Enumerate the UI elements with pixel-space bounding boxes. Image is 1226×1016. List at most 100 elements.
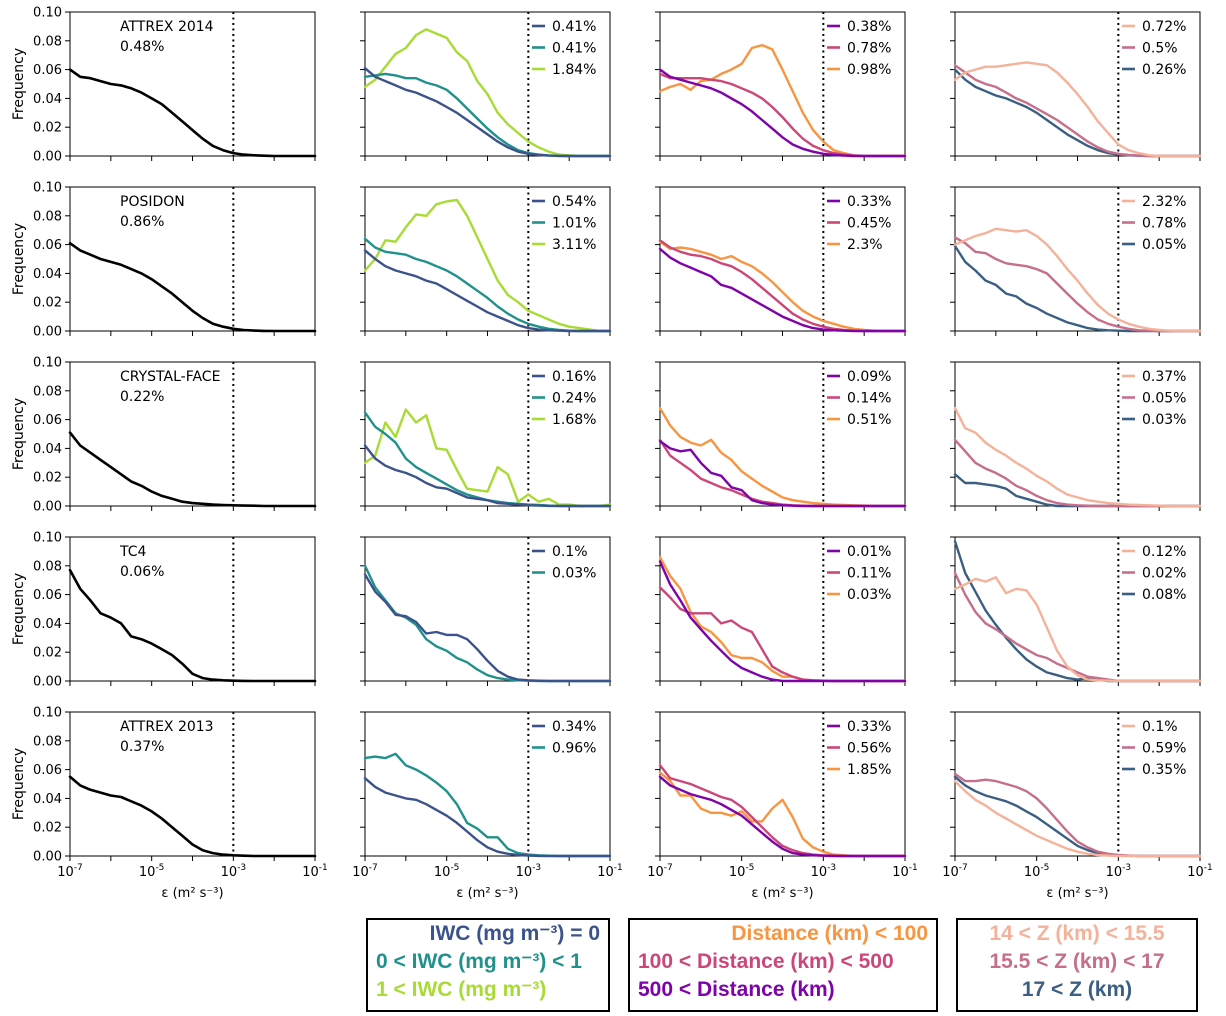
x-tick-label: 10-5: [729, 863, 755, 880]
legend-label: 0.98%: [847, 62, 891, 78]
y-tick-label: 0.00: [33, 150, 62, 165]
x-tick-label: 10-1: [597, 863, 623, 880]
legend-label: 0.38%: [847, 19, 891, 35]
series-line-z_gt17: [953, 775, 1202, 858]
x-tick-label: 10-5: [139, 863, 165, 880]
x-tick-label: 10-7: [57, 863, 83, 880]
y-tick-label: 0.06: [33, 763, 62, 778]
legend-label: 0.33%: [847, 194, 891, 210]
legend-label: 0.03%: [1142, 412, 1186, 428]
series-line-z_14_15_5: [953, 61, 1202, 158]
panel-r5-c4: 0.1% 0.59% 0.35% 10-7 10-5 10-3 10-1 ε (m² s⁻³): [942, 711, 1213, 901]
panel-r3-c2: 0.16% 0.24% 1.68%: [360, 361, 612, 511]
overall-percent: 0.48%: [120, 39, 164, 55]
series-line-dist_gt500: [658, 440, 907, 508]
x-tick-label: 10-7: [352, 863, 378, 880]
panel-r2-c4: 2.32% 0.78% 0.05%: [950, 186, 1202, 336]
legend-label: 0.72%: [1142, 19, 1186, 35]
legend-entry-z_gt17: 17 < Z (km): [1021, 978, 1133, 1001]
legend-label: 0.08%: [1142, 587, 1186, 603]
series-line-dist_100_500: [658, 764, 907, 858]
overall-percent: 0.06%: [120, 564, 164, 580]
legend-entry-z_15_5_17: 15.5 < Z (km) < 17: [989, 950, 1165, 973]
y-tick-label: 0.10: [33, 356, 62, 371]
legend-entry-iwc_zero: IWC (mg m⁻³) = 0: [429, 922, 600, 945]
legend-label: 2.3%: [847, 237, 883, 253]
legend-label: 0.45%: [847, 216, 891, 232]
legend-label: 0.34%: [552, 719, 596, 735]
series-line-iwc_0_1: [363, 752, 612, 858]
legend-label: 0.05%: [1142, 391, 1186, 407]
y-tick-label: 0.10: [33, 6, 62, 21]
panel-r1-c2: 0.41% 0.41% 1.84%: [360, 11, 612, 161]
legend-entry-iwc_gt1: 1 < IWC (mg m⁻³): [376, 978, 547, 1001]
series-line-z_14_15_5: [953, 576, 1202, 683]
y-tick-label: 0.06: [33, 588, 62, 603]
series-line-z_gt17: [953, 244, 1202, 333]
series-line-iwc_zero: [363, 249, 612, 333]
y-tick-label: 0.08: [33, 559, 62, 574]
x-tick-label: 10-7: [942, 863, 968, 880]
legend-label: 0.09%: [847, 369, 891, 385]
legend-label: 0.59%: [1142, 741, 1186, 757]
series-line-iwc_zero: [363, 573, 612, 683]
series-line-z_14_15_5: [953, 779, 1202, 858]
y-axis-label: Frequency: [11, 48, 27, 120]
legend-label: 0.51%: [847, 412, 891, 428]
legend-label: 0.37%: [1142, 369, 1186, 385]
y-tick-label: 0.08: [33, 34, 62, 49]
series-line-dist_gt500: [658, 560, 907, 683]
y-tick-label: 0.06: [33, 413, 62, 428]
series-line-dist_100_500: [658, 72, 907, 158]
legend-label: 1.84%: [552, 62, 596, 78]
y-tick-label: 0.02: [33, 121, 62, 136]
campaign-label: POSIDON: [120, 194, 185, 210]
panel-r5-c3: 0.33% 0.56% 1.85% 10-7 10-5 10-3 10-1 ε (m² s⁻³…: [647, 711, 918, 901]
figure-grid: 0.00 0.02 0.04 0.06 0.08 0.10 Frequency ATTREX …: [11, 6, 1213, 902]
x-tick-label: 10-1: [892, 863, 918, 880]
y-axis-label: Frequency: [11, 573, 27, 645]
series-line-z_gt17: [953, 473, 1202, 508]
series-line-iwc_zero: [363, 66, 612, 158]
axes-frame: [69, 536, 316, 682]
legend-label: 0.14%: [847, 391, 891, 407]
campaign-label: CRYSTAL-FACE: [120, 369, 220, 385]
legend-label: 0.35%: [1142, 762, 1186, 778]
legend-label: 0.12%: [1142, 544, 1186, 560]
overall-percent: 0.86%: [120, 214, 164, 230]
legend-label: 0.11%: [847, 566, 891, 582]
legend-label: 0.03%: [552, 566, 596, 582]
campaign-label: TC4: [119, 544, 147, 560]
series-line-all: [68, 241, 317, 333]
series-line-z_gt17: [953, 68, 1202, 158]
panel-r3-c3: 0.09% 0.14% 0.51%: [655, 361, 907, 511]
x-tick-label: 10-3: [516, 863, 542, 880]
series-line-all: [68, 568, 317, 683]
y-tick-label: 0.02: [33, 296, 62, 311]
legend-label: 0.5%: [1142, 41, 1178, 57]
series-line-iwc_zero: [363, 444, 612, 508]
overall-percent: 0.22%: [120, 389, 164, 405]
series-line-iwc_gt1: [363, 408, 612, 508]
legend-label: 0.41%: [552, 19, 596, 35]
legend-label: 0.1%: [1142, 719, 1178, 735]
y-tick-label: 0.04: [33, 92, 62, 107]
y-tick-label: 0.00: [33, 850, 62, 865]
legend-label: 0.78%: [1142, 216, 1186, 232]
y-tick-label: 0.06: [33, 63, 62, 78]
series-line-dist_gt500: [658, 775, 907, 858]
legend-entry-z_14_15_5: 14 < Z (km) < 15.5: [989, 922, 1165, 945]
y-tick-label: 0.02: [33, 471, 62, 486]
legend-label: 0.02%: [1142, 566, 1186, 582]
legend-label: 0.05%: [1142, 237, 1186, 253]
panel-r2-c1: 0.00 0.02 0.04 0.06 0.08 0.10 Frequency POSIDON…: [11, 181, 317, 340]
series-line-iwc_gt1: [363, 198, 612, 333]
legend-label: 0.78%: [847, 41, 891, 57]
x-tick-label: 10-5: [1024, 863, 1050, 880]
y-tick-label: 0.06: [33, 238, 62, 253]
y-axis-label: Frequency: [11, 223, 27, 295]
legend-label: 0.96%: [552, 741, 596, 757]
y-axis-label: Frequency: [11, 398, 27, 470]
x-axis-label: ε (m² s⁻³): [751, 886, 813, 901]
legend-entry-iwc_0_1: 0 < IWC (mg m⁻³) < 1: [376, 950, 582, 973]
